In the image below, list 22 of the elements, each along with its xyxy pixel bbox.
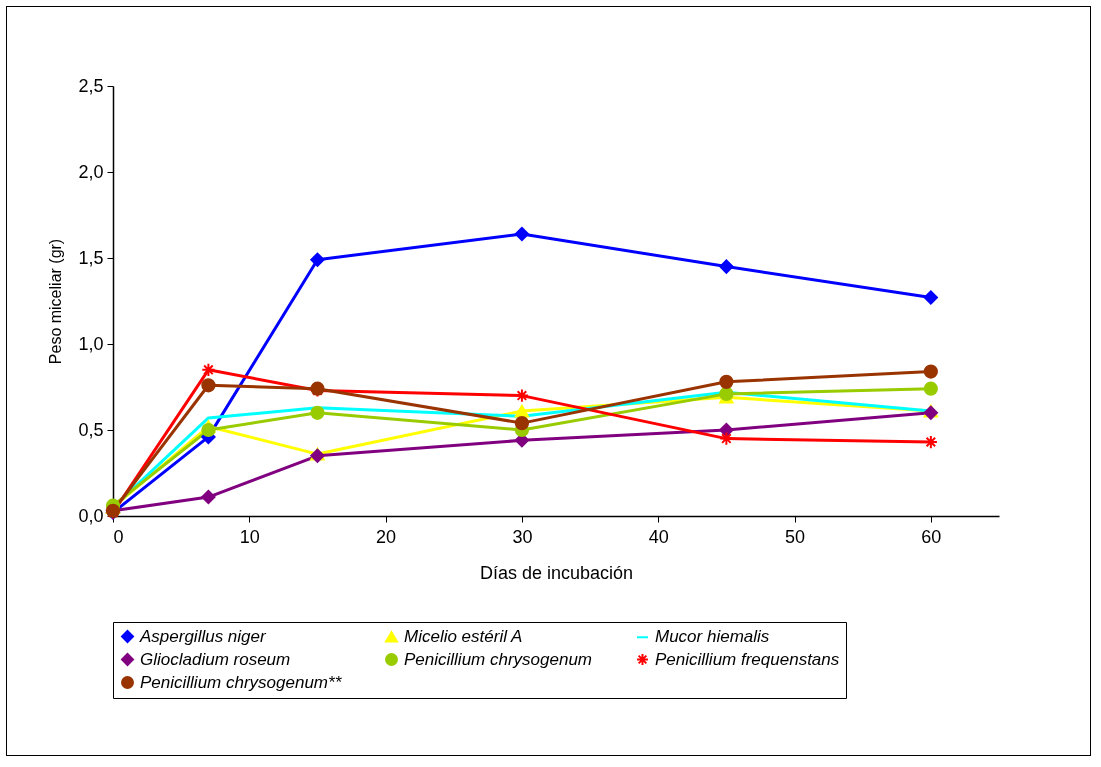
x-tick-label: 30 bbox=[512, 526, 533, 547]
legend-label: Penicillium frequenstans bbox=[655, 649, 840, 669]
legend-label: Mucor hiemalis bbox=[655, 627, 770, 647]
legend-label: Aspergillus niger bbox=[139, 626, 268, 646]
x-tick-label: 0 bbox=[113, 526, 124, 547]
x-tick-label: 40 bbox=[648, 526, 669, 547]
y-tick-label: 0,5 bbox=[78, 419, 104, 440]
legend-label: Micelio estéril A bbox=[404, 626, 523, 646]
legend-label: Gliocladium roseum bbox=[140, 649, 291, 669]
y-tick-label: 1,5 bbox=[78, 247, 104, 268]
y-axis-title: Peso miceliar (gr) bbox=[47, 238, 65, 365]
y-tick-label: 1,0 bbox=[78, 333, 104, 354]
x-tick-label: 20 bbox=[376, 526, 397, 547]
x-axis-title: Días de incubación bbox=[479, 562, 634, 583]
y-tick-label: 0,0 bbox=[78, 505, 104, 526]
legend-label: Penicillium chrysogenum bbox=[404, 649, 593, 669]
y-tick-label: 2,0 bbox=[78, 161, 104, 182]
y-tick-label: 2,5 bbox=[78, 75, 104, 96]
legend-label: Penicillium chrysogenum** bbox=[140, 672, 343, 692]
x-tick-label: 10 bbox=[239, 526, 260, 547]
x-tick-label: 60 bbox=[921, 526, 942, 547]
x-tick-label: 50 bbox=[785, 526, 806, 547]
